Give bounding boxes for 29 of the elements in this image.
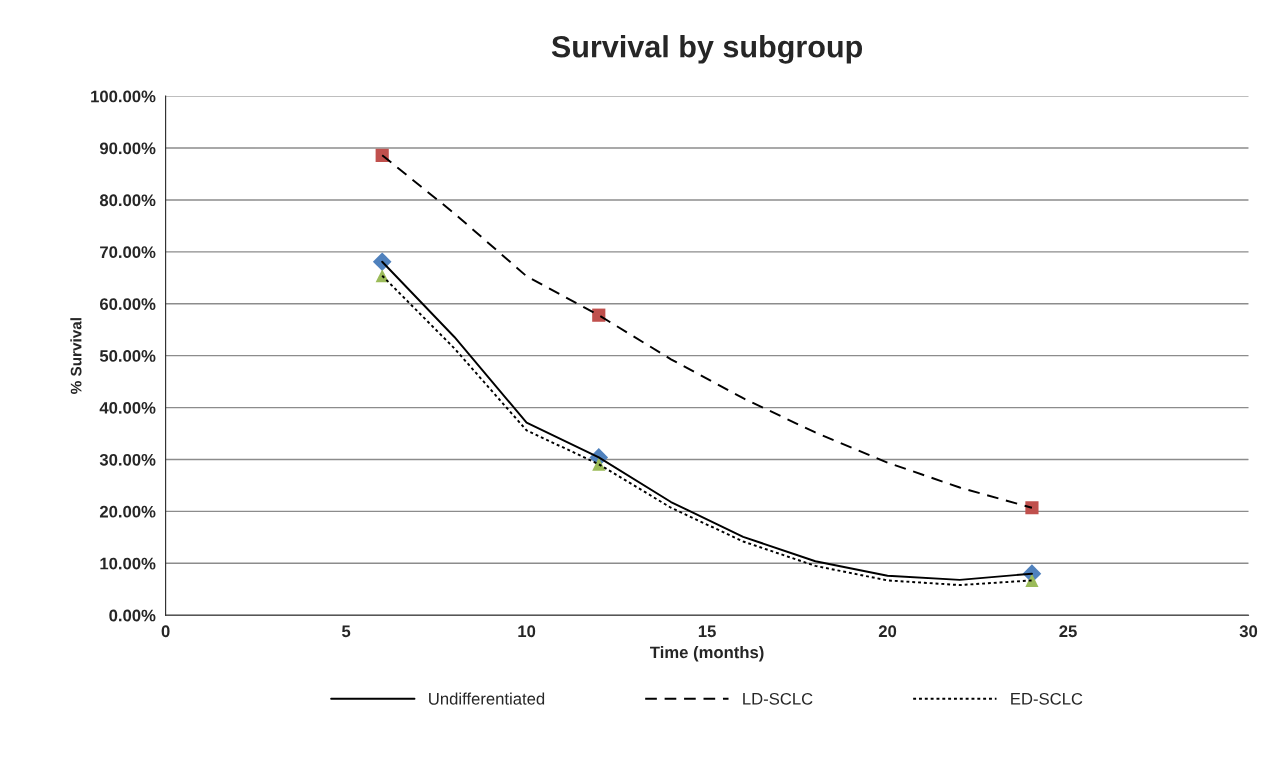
legend-label: LD-SCLC [743, 692, 813, 705]
y-axis-title: % Survival [70, 318, 82, 394]
point [372, 252, 392, 272]
y-tick-label: 40.00% [99, 401, 156, 414]
point [1025, 501, 1039, 515]
legend-label: Undifferentiated [429, 692, 545, 705]
y-tick-label: 80.00% [99, 194, 156, 207]
legend-label: ED-SCLC [1011, 692, 1083, 705]
x-axis-title: Time (months) [650, 646, 764, 662]
y-tick-label: 60.00% [99, 298, 156, 310]
y-tick-label: 90.00% [99, 142, 156, 155]
point [592, 308, 606, 322]
x-tick-label: 15 [698, 625, 716, 638]
y-tick-label: 100.00% [91, 90, 156, 103]
x-tick-label: 5 [341, 625, 351, 638]
y-tick-label: 20.00% [99, 505, 156, 518]
x-tick-label: 20 [878, 625, 897, 638]
x-tick-label: 30 [1239, 625, 1258, 638]
chart-title: Survival by subgroup [551, 35, 863, 64]
y-tick-label: 50.00% [99, 350, 156, 362]
x-tick-label: 10 [518, 625, 536, 638]
y-tick-label: 70.00% [100, 246, 156, 259]
y-tick-label: 10.00% [100, 557, 156, 570]
y-tick-label: 0.00% [109, 609, 156, 622]
point [1025, 573, 1039, 588]
point [592, 457, 606, 471]
y-tick-label: 30.00% [99, 453, 156, 466]
x-tick-label: 25 [1059, 625, 1077, 638]
x-tick-label: 0 [161, 625, 170, 638]
